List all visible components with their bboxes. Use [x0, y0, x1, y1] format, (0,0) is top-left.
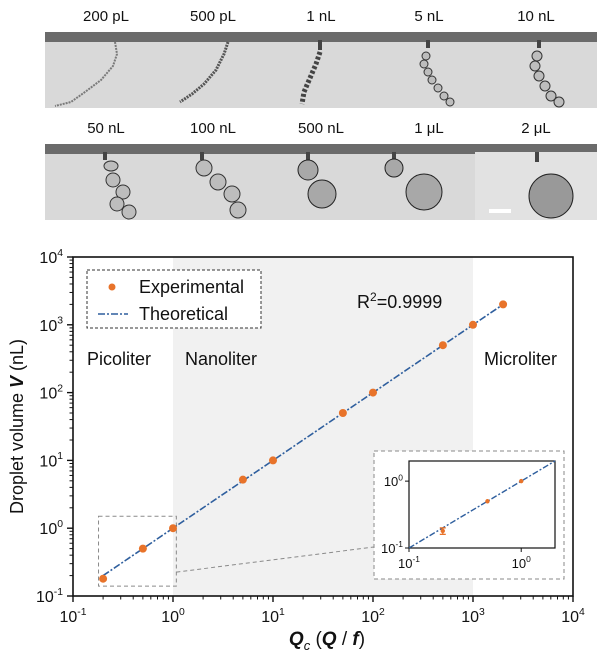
- inset-x-tick-label: 100: [512, 554, 531, 571]
- plot-frame: [72, 256, 574, 597]
- inset-experimental-point: [485, 499, 490, 504]
- panel-label: 1 nL: [306, 8, 336, 25]
- x-tick-label: 100: [161, 607, 185, 626]
- x-tick-label: 102: [361, 607, 385, 626]
- legend-label-theoretical: Theoretical: [139, 304, 228, 324]
- zoom-highlight-box: [98, 515, 177, 587]
- x-tick-label: 103: [461, 607, 485, 626]
- experimental-point: [138, 544, 147, 553]
- droplet-photo: [368, 144, 490, 220]
- x-tick-label: 10-1: [59, 607, 86, 626]
- inset-frame-box: [373, 450, 565, 580]
- panel-label: 1 μL: [414, 120, 444, 137]
- x-tick-label: 101: [261, 607, 285, 626]
- experimental-point: [499, 300, 508, 309]
- y-tick-label: 103: [39, 316, 63, 335]
- panel-label: 5 nL: [414, 8, 444, 25]
- region-label-microliter: Microliter: [484, 349, 557, 369]
- region-label-nanoliter: Nanoliter: [185, 349, 257, 369]
- droplet-photo: [475, 32, 597, 108]
- x-tick-label: 104: [561, 607, 585, 626]
- panel-label: 50 nL: [87, 120, 125, 137]
- panel-label: 10 nL: [517, 8, 555, 25]
- droplet-photo: [45, 144, 167, 220]
- droplet-photo: [152, 144, 274, 220]
- droplet-photo: [368, 32, 490, 108]
- droplet-photo: [260, 32, 382, 108]
- y-tick-label: 101: [39, 451, 63, 470]
- inset-experimental-point: [519, 478, 524, 484]
- y-tick-label: 100: [39, 519, 63, 538]
- panel-label: 200 pL: [83, 8, 129, 25]
- panel-label: 2 μL: [521, 120, 551, 137]
- droplet-photo: [152, 32, 274, 108]
- experimental-point: [99, 574, 108, 583]
- inset-chart: 10-110-1 100 100: [373, 450, 565, 580]
- y-axis-label: Droplet volume V (nL): [7, 339, 27, 514]
- experimental-point: [269, 456, 277, 465]
- y-tick-label: 104: [39, 248, 63, 267]
- experimental-point: [238, 475, 247, 484]
- region-label-picoliter: Picoliter: [87, 349, 151, 369]
- experimental-point: [438, 341, 447, 350]
- inset-x-tick-label: 10-1: [398, 554, 420, 571]
- droplet-photo: [260, 144, 382, 220]
- experimental-point: [369, 388, 377, 397]
- scale-bar: [489, 209, 511, 213]
- experimental-point: [338, 409, 347, 418]
- x-axis-label: Qc (Q / f): [289, 629, 365, 653]
- r-squared-annotation: R2=0.9999: [357, 290, 442, 312]
- panel-label: 500 nL: [298, 120, 344, 137]
- panel-label: 100 nL: [190, 120, 236, 137]
- y-tick-label: 102: [39, 383, 63, 402]
- legend: Experimental Theoretical: [86, 269, 262, 329]
- y-tick-label: 10-1: [36, 587, 63, 606]
- legend-box: [86, 269, 262, 329]
- panel-label: 500 pL: [190, 8, 236, 25]
- legend-label-experimental: Experimental: [139, 277, 244, 297]
- inset-y-tick-label: 100: [384, 472, 403, 489]
- inset-theoretical-line: [408, 460, 556, 549]
- inset-experimental-point: [440, 528, 445, 534]
- droplet-photo: [45, 32, 167, 108]
- zoom-connector-line: [176, 546, 375, 573]
- legend-marker-experimental: [108, 283, 116, 291]
- droplet-photo: [475, 144, 597, 220]
- experimental-point: [469, 320, 477, 329]
- inset-y-tick-label: 10-1: [381, 539, 403, 556]
- inset-plot-frame: [408, 460, 556, 549]
- experimental-point: [169, 524, 177, 533]
- droplet-image-grid: 200 pL 500 pL 1 nL 5 nL 1: [0, 0, 600, 235]
